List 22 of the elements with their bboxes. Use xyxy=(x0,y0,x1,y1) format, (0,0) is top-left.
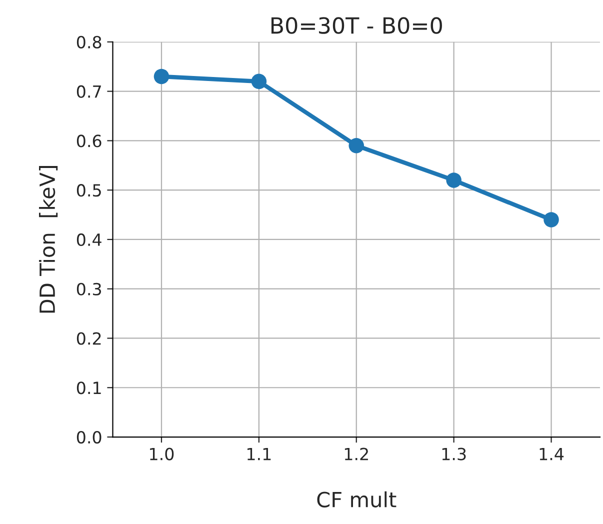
x-tick-label: 1.1 xyxy=(248,448,271,460)
x-tick-label: 1.4 xyxy=(540,448,564,460)
x-tick-label: 1.3 xyxy=(442,448,466,460)
x-axis-title: CF mult xyxy=(317,491,396,508)
point xyxy=(348,138,364,154)
chart-title: B0=30T - B0=0 xyxy=(271,17,442,34)
y-tick-label: 0.8 xyxy=(76,36,102,48)
y-tick-label: 0.4 xyxy=(76,233,102,246)
y-tick-label: 0.1 xyxy=(76,382,101,394)
point xyxy=(251,74,267,90)
y-tick-label: 0.2 xyxy=(76,332,101,345)
y-axis-title: DD Tion [keV] xyxy=(39,166,58,313)
y-tick-label: 0.3 xyxy=(76,282,102,296)
point xyxy=(446,172,462,188)
y-tick-label: 0.6 xyxy=(76,134,102,148)
y-tick-label: 0.0 xyxy=(76,430,102,444)
point xyxy=(544,212,559,228)
point xyxy=(154,68,170,84)
y-tick-label: 0.7 xyxy=(76,85,101,98)
y-tick-label: 0.5 xyxy=(76,184,101,197)
x-tick-label: 1.0 xyxy=(150,448,174,460)
x-tick-label: 1.2 xyxy=(344,448,368,460)
